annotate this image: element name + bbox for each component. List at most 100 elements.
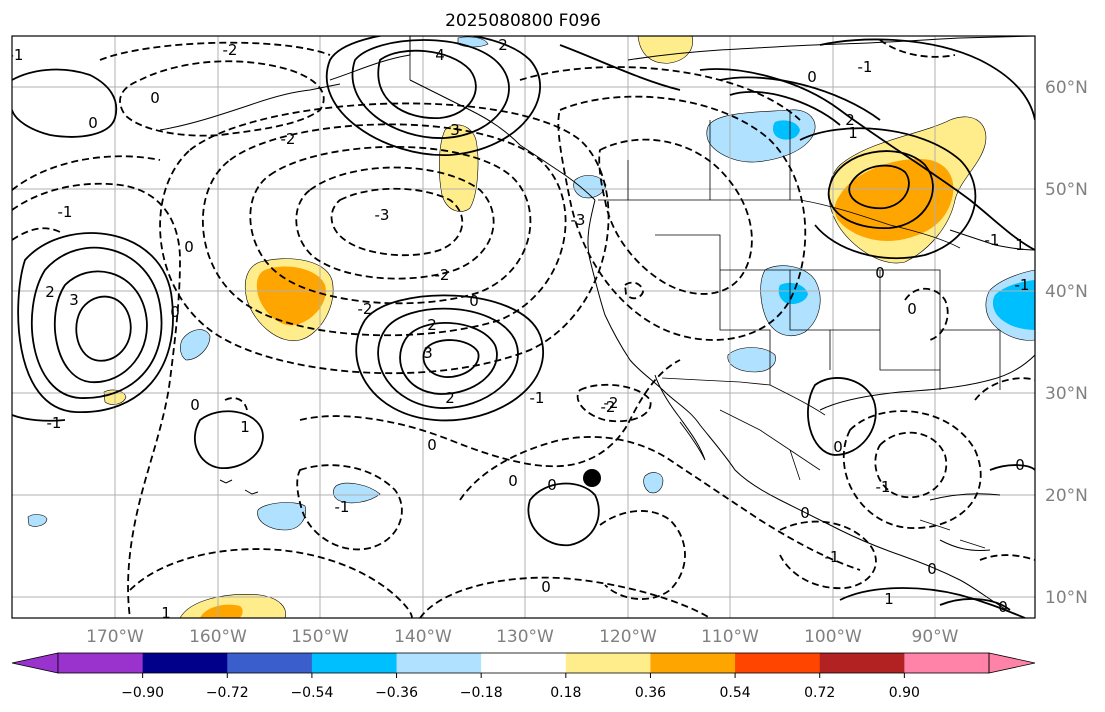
contour-label: -2 [604,394,619,412]
contour-label: -3 [571,211,586,229]
contour-dashed [296,464,403,551]
contour-label: 0 [427,436,437,454]
contour-solid [17,232,174,413]
border-us-mexico [661,377,826,416]
contour-label: 0 [184,238,194,256]
colorbar-tick-label: −0.90 [121,685,164,701]
contour-lines [12,36,1035,618]
colorbar-segment [396,653,482,673]
colorbar-segment [565,653,651,673]
colorbar-tick-label: −0.72 [206,685,249,701]
contour-solid [839,587,1026,618]
contour-dashed [129,548,413,618]
contour-solid [377,307,519,409]
contour-solid [12,68,118,138]
contour-dashed [295,166,495,280]
colorbar-tick-label: 0.18 [550,685,581,701]
map-title: 2025080800 F096 [445,11,601,31]
contour-label: -2 [601,398,616,416]
contour-solid [807,377,877,456]
lon-label: 150°W [291,627,349,647]
contour-label: 1 [240,418,250,436]
lon-label: 160°W [189,627,247,647]
contour-dashed [249,145,532,305]
contour-label: 0 [469,292,479,310]
contour-dashed [879,39,956,58]
lat-label: 10°N [1045,588,1088,608]
contour-solid [527,482,600,547]
colorbar-tick-label: 0.36 [635,685,666,701]
border-mexico-states [719,409,821,481]
colorbar-segment [227,653,313,673]
colorbar-segment [904,653,990,673]
fill-orange-central-pacific [256,266,326,326]
contour-label: 0 [907,300,917,318]
fill-blue-hawaii [257,502,306,531]
contour-label: 0 [150,89,160,107]
lon-label: 90°W [912,627,959,647]
colorbar: −0.90 −0.72 −0.54 −0.36 −0.18 0.18 0.36 0.54 0.7… [11,652,1036,701]
contour-solid [819,38,1035,121]
contour-label: 0 [541,578,551,596]
contour-dashed [576,383,652,423]
colorbar-extend-left [11,652,59,674]
contour-label: 0 [190,396,200,414]
contour-dashed [519,66,801,121]
contour-label: -1 [825,548,840,566]
contour-label: 2 [427,316,437,334]
contour-label: -1 [58,203,73,221]
colorbar-tick-label: −0.54 [290,685,333,701]
contour-dashed [974,377,1035,401]
contour-label: 1 [1015,236,1025,254]
lat-label: 20°N [1045,486,1088,506]
lon-label: 100°W [804,627,862,647]
contour-label: 1 [848,124,858,142]
lon-label: 110°W [701,627,759,647]
contour-label: -1 [530,389,545,407]
map-border [11,35,1036,619]
lat-label: 50°N [1045,180,1088,200]
coastline-baja [654,374,706,461]
storm-center-marker [583,469,601,487]
contour-label: -2 [358,300,373,318]
contour-solid [194,410,264,469]
lon-label: 140°W [394,627,452,647]
fill-blue-baja [643,472,664,494]
contour-dashed [12,182,181,618]
contour-solid [848,164,910,210]
contour-label: -2 [223,41,238,59]
contour-dashed [224,397,248,411]
contour-labels: 4 3 0 -2 2 0 -1 -2 0 -3 2 -1 2 3 0 -2 -3… [12,36,1029,618]
contour-label: -1 [335,498,350,516]
contour-label: 3 [69,291,79,309]
fill-blue-east-hawaii [332,482,381,504]
contour-solid [827,150,934,229]
coastline-greatlakes [949,229,1035,251]
contour-solid [939,598,1011,611]
contour-label: -1 [47,414,62,432]
contour-dashed [624,281,644,300]
coastline-north-america-west [587,199,1011,613]
contour-label: -1 [858,58,873,76]
contour-solid [75,295,132,362]
contour-solid [559,44,681,91]
contour-label: -3 [375,206,390,224]
contour-dashed [557,95,807,341]
colorbar-tick-label: −0.18 [460,685,503,701]
contour-label: 2 [45,283,55,301]
contour-label: 0 [800,504,810,522]
lon-axis-labels: 170°W 160°W 150°W 140°W 130°W 120°W 110°… [86,627,959,647]
contour-dashed [12,227,61,241]
contour-solid [355,294,544,422]
contour-label: 0 [927,560,937,578]
contour-dashed [419,576,711,618]
coastline-hawaii-2 [244,489,259,495]
contour-dashed [874,431,948,499]
contour-solid [12,414,66,422]
contour-label: 1 [884,590,894,608]
contour-label: 2 [498,36,508,54]
colorbar-segment [311,653,398,673]
contour-label: 0 [1015,456,1025,474]
contour-label: 3 [423,344,433,362]
contour-label: -1 [876,478,891,496]
